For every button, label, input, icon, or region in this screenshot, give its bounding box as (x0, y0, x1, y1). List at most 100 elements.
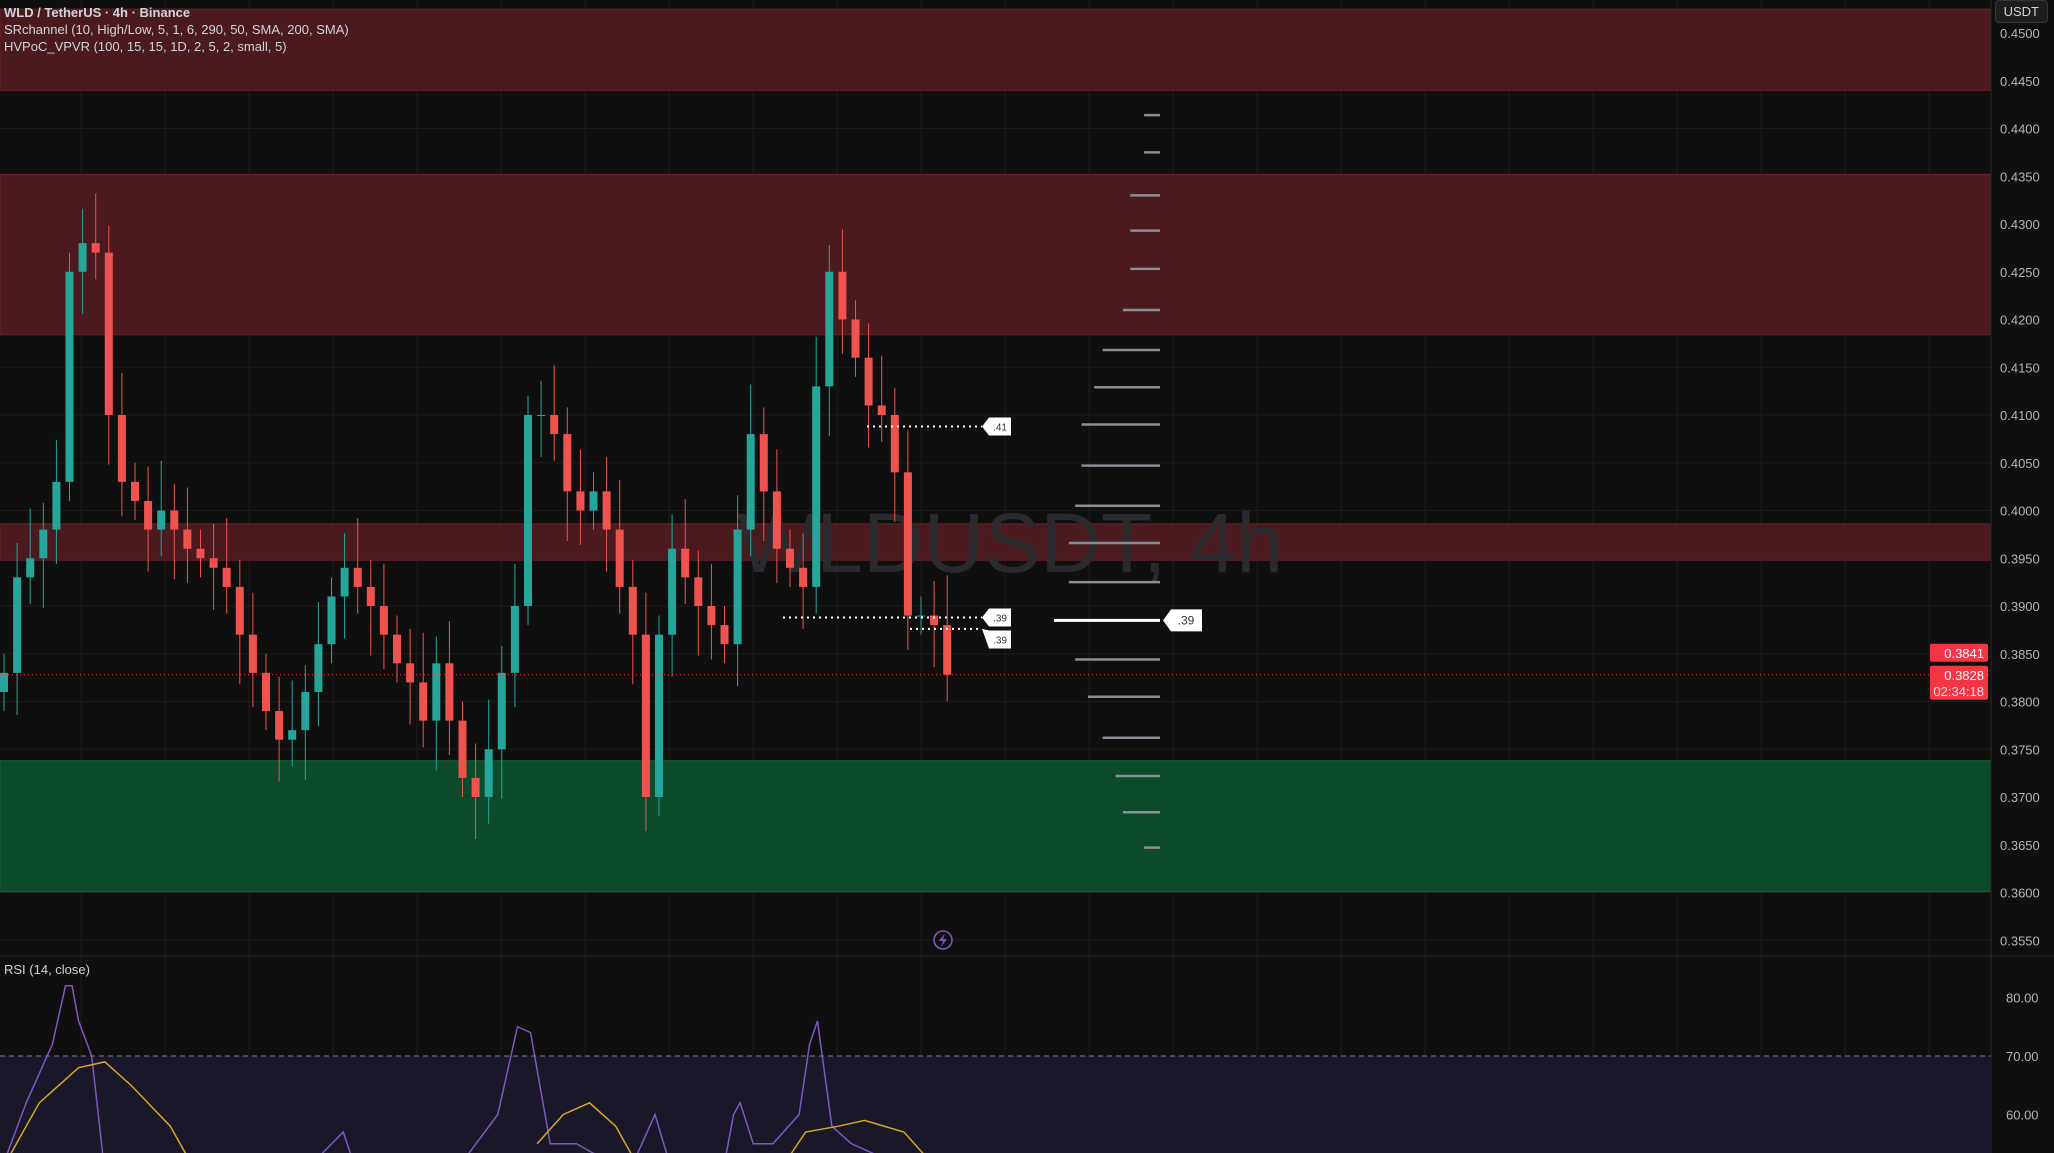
chart-legend: WLD / TetherUS · 4h · Binance SRchannel … (4, 4, 349, 55)
price-tick-label: 0.3850 (2000, 647, 2040, 662)
price-label-box (1930, 643, 1988, 662)
candle-body (288, 730, 297, 740)
lightning-icon[interactable] (933, 930, 953, 950)
candle-body (917, 615, 925, 617)
candle-body (602, 491, 611, 530)
candle-body (615, 529, 624, 587)
rsi-tick-label: 60.00 (2006, 1108, 2039, 1123)
candle-body (26, 558, 35, 578)
rsi-title[interactable]: RSI (14, close) (4, 962, 90, 977)
rsi-pane: 80.00 70.00 60.00 (0, 985, 2039, 1153)
candle-body (78, 243, 87, 272)
candle-body (393, 634, 401, 664)
rsi-line (6, 985, 875, 1153)
level-label: .41 (993, 422, 1007, 433)
candle-body (628, 586, 637, 635)
candle-body (235, 586, 244, 635)
candle-body (772, 491, 781, 549)
candle-body (0, 672, 8, 692)
candle-body (301, 691, 310, 731)
candles (0, 193, 952, 840)
rsi-ma-line (536, 1101, 632, 1153)
candle-body (720, 625, 729, 645)
support-zone (0, 760, 1992, 893)
candle-body (222, 567, 231, 587)
candle-body (550, 415, 559, 435)
candle-body (759, 434, 768, 492)
level-labels: .41 .39 .39 (783, 417, 1011, 649)
volume-profile: .39 (1054, 113, 1202, 849)
candle-body (589, 491, 598, 511)
price-tick-label: 0.3900 (2000, 599, 2040, 614)
price-tick-label: 0.4300 (2000, 217, 2040, 232)
candle-body (170, 510, 179, 530)
level-label: .39 (993, 613, 1007, 624)
rsi-tick-label: 70.00 (2006, 1049, 2039, 1064)
candle-body (91, 243, 100, 253)
candle-body (262, 672, 270, 712)
candle-body (681, 548, 690, 578)
candle-body (864, 357, 873, 406)
rsi-ma-line (790, 1119, 924, 1153)
candle-body (877, 405, 886, 415)
resistance-zone (0, 8, 1992, 91)
level-label-box (982, 628, 1011, 649)
rsi-ma-line (10, 1061, 187, 1153)
price-tick-label: 0.3650 (2000, 838, 2040, 853)
candle-body (655, 634, 663, 797)
price-label-high: 0.3841 (1944, 646, 1984, 661)
candle-body (576, 491, 585, 511)
price-tick-label: 0.3700 (2000, 790, 2040, 805)
candle-body (196, 548, 205, 559)
candle-body (707, 606, 716, 626)
candle-body (327, 596, 336, 645)
candle-body (366, 586, 375, 606)
candle-body (248, 634, 257, 673)
candle-body (890, 415, 899, 473)
candle-body (340, 567, 349, 597)
candle-body (39, 529, 48, 559)
resistance-zone (0, 523, 1992, 561)
watermark: WLDUSDT, 4h (737, 496, 1283, 590)
price-tick-label: 0.4050 (2000, 456, 2040, 471)
price-tick-label: 0.3600 (2000, 886, 2040, 901)
resistance-zone (0, 173, 1992, 336)
candle-body (183, 529, 192, 549)
rsi-band (0, 1056, 1991, 1153)
candle-body (563, 434, 572, 492)
sr-zones (0, 8, 1992, 893)
candle-body (104, 252, 113, 415)
candle-body (13, 577, 22, 673)
candle-body (406, 663, 415, 683)
candle-body (943, 625, 952, 675)
candle-body (209, 558, 218, 568)
candle-body (746, 434, 755, 530)
candle-body (851, 319, 860, 358)
currency-button[interactable]: USDT (1994, 0, 2048, 23)
indicator-srchannel[interactable]: SRchannel (10, High/Low, 5, 1, 6, 290, 5… (4, 22, 349, 37)
price-tick-label: 0.4000 (2000, 504, 2040, 519)
candle-body (497, 672, 506, 750)
candle-body (524, 415, 532, 606)
price-tick-label: 0.3750 (2000, 742, 2040, 757)
level-label: .39 (993, 635, 1007, 646)
price-tick-label: 0.4250 (2000, 265, 2040, 280)
indicator-hvpoc[interactable]: HVPoC_VPVR (100, 15, 15, 1D, 2, 5, 2, sm… (4, 39, 287, 54)
price-axis[interactable]: 0.4500 0.4450 0.4400 0.4350 0.4300 0.4250 0.42… (1930, 26, 2040, 948)
candle-body (314, 644, 323, 692)
candle-body (379, 606, 388, 635)
last-price-box (1930, 665, 1988, 700)
candle-body (432, 663, 441, 721)
candle-body (275, 711, 284, 740)
price-tick-label: 0.3550 (2000, 933, 2040, 948)
candle-body (537, 415, 546, 416)
candle-body (799, 567, 808, 587)
price-tick-label: 0.4500 (2000, 26, 2040, 41)
candle-body (510, 606, 519, 673)
candle-body (733, 529, 742, 645)
candle-body (353, 567, 362, 587)
symbol-title[interactable]: WLD / TetherUS · 4h · Binance (4, 5, 191, 20)
countdown-label: 02:34:18 (1933, 684, 1984, 699)
candle-body (419, 682, 428, 721)
